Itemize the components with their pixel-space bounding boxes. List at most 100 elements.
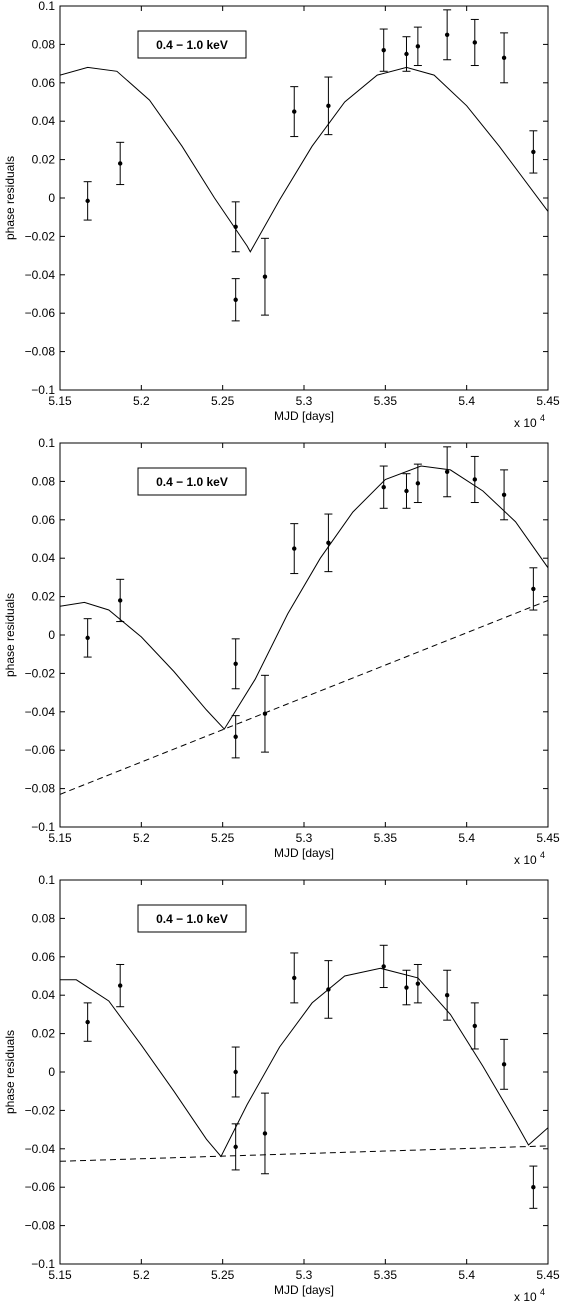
data-point bbox=[290, 952, 299, 1004]
data-marker bbox=[501, 1062, 507, 1067]
data-point bbox=[324, 76, 333, 136]
y-tick-label: 0.02 bbox=[32, 590, 56, 604]
x-tick-label: 5.25 bbox=[211, 1268, 235, 1282]
x-axis-label: MJD [days] bbox=[274, 1283, 334, 1297]
data-point bbox=[529, 567, 538, 611]
data-marker bbox=[233, 224, 238, 229]
y-axis-label: phase residuals bbox=[3, 593, 17, 677]
data-point bbox=[402, 36, 411, 72]
y-tick-label: 0.06 bbox=[32, 513, 56, 527]
data-point bbox=[402, 473, 411, 509]
data-point bbox=[231, 1123, 240, 1171]
y-tick-label: −0.06 bbox=[25, 743, 56, 757]
data-marker bbox=[381, 484, 386, 490]
x-tick-label: 5.25 bbox=[211, 831, 235, 845]
data-marker bbox=[415, 481, 421, 486]
data-marker bbox=[444, 993, 450, 998]
x-tick-label: 5.25 bbox=[211, 394, 235, 408]
data-marker bbox=[381, 964, 386, 969]
data-point bbox=[413, 963, 422, 1004]
y-tick-label: −0.1 bbox=[31, 383, 55, 397]
legend-box bbox=[137, 467, 247, 496]
data-marker bbox=[233, 734, 238, 739]
data-marker bbox=[404, 51, 409, 57]
data-marker bbox=[262, 1131, 268, 1136]
x-tick-label: 5.15 bbox=[48, 831, 72, 845]
x-axis-label: MJD [days] bbox=[274, 846, 334, 860]
y-tick-label: −0.08 bbox=[25, 782, 56, 796]
data-point bbox=[470, 18, 479, 67]
data-point bbox=[413, 26, 422, 67]
data-marker bbox=[262, 274, 268, 279]
x-tick-label: 5.2 bbox=[133, 1268, 150, 1282]
chart-panel-2: 5.15 5.2 5.25 5.3 5.35 5.4 5.45 −0.1 −0.08 −0.06 −… bbox=[3, 437, 560, 867]
y-tick-label: 0 bbox=[48, 1065, 55, 1079]
data-marker bbox=[326, 540, 331, 546]
y-tick-label: 0.08 bbox=[32, 911, 56, 925]
y-tick-label: −0.04 bbox=[25, 705, 56, 719]
data-point bbox=[231, 715, 240, 759]
y-tick-label: 0.04 bbox=[32, 551, 56, 565]
y-tick-label: 0 bbox=[48, 191, 55, 205]
x-tick-label: 5.4 bbox=[458, 394, 475, 408]
data-marker bbox=[326, 987, 331, 992]
data-point bbox=[500, 1038, 509, 1090]
data-point bbox=[529, 1165, 538, 1209]
y-tick-label: 0.1 bbox=[38, 0, 55, 13]
y-tick-label: 0.02 bbox=[32, 153, 56, 167]
y-tick-label: −0.02 bbox=[25, 1103, 56, 1117]
y-tick-label: −0.1 bbox=[31, 820, 55, 834]
x-axis-multiplier: x 10 bbox=[514, 853, 537, 867]
y-tick-label: 0.08 bbox=[32, 474, 56, 488]
data-point bbox=[379, 465, 388, 509]
x-axis-multiplier: x 10 bbox=[514, 416, 537, 430]
data-marker bbox=[415, 44, 421, 49]
y-tick-label: −0.08 bbox=[25, 345, 56, 359]
data-marker bbox=[292, 975, 297, 981]
data-marker bbox=[85, 635, 90, 641]
data-marker bbox=[531, 149, 536, 155]
x-axis-multiplier-exponent: 4 bbox=[540, 1287, 545, 1297]
y-tick-label: 0.06 bbox=[32, 76, 56, 90]
y-tick-label: −0.04 bbox=[25, 1142, 56, 1156]
data-point bbox=[83, 181, 92, 221]
data-marker bbox=[404, 488, 409, 494]
data-point bbox=[500, 32, 509, 84]
data-marker bbox=[404, 985, 409, 990]
data-marker bbox=[381, 47, 386, 53]
x-tick-label: 5.3 bbox=[296, 394, 313, 408]
data-marker bbox=[233, 1069, 238, 1075]
data-point bbox=[402, 969, 411, 1006]
data-point bbox=[443, 969, 452, 1021]
x-tick-label: 5.4 bbox=[458, 1268, 475, 1282]
x-tick-label: 5.35 bbox=[374, 831, 398, 845]
x-tick-label: 5.15 bbox=[48, 394, 72, 408]
data-point bbox=[231, 278, 240, 322]
x-axis-multiplier: x 10 bbox=[514, 1290, 537, 1304]
y-tick-label: 0.02 bbox=[32, 1027, 56, 1041]
x-tick-label: 5.2 bbox=[133, 831, 150, 845]
x-tick-label: 5.35 bbox=[374, 394, 398, 408]
y-tick-label: −0.02 bbox=[25, 666, 56, 680]
data-marker bbox=[233, 661, 238, 666]
legend-box bbox=[137, 904, 247, 933]
y-tick-label: −0.04 bbox=[25, 268, 56, 282]
model-curve bbox=[60, 66, 548, 253]
chart-panel-1: 5.15 5.2 5.25 5.3 5.35 5.4 5.45 −0.1 −0.08 −0.06 −… bbox=[3, 0, 560, 430]
data-point bbox=[500, 469, 509, 521]
x-tick-label: 5.15 bbox=[48, 1268, 72, 1282]
model-curve bbox=[60, 465, 548, 730]
y-tick-label: 0.08 bbox=[32, 37, 56, 51]
data-point bbox=[231, 1046, 240, 1098]
model-curve bbox=[60, 967, 548, 1158]
y-tick-label: 0.1 bbox=[38, 874, 55, 887]
x-tick-label: 5.3 bbox=[296, 1268, 313, 1282]
data-marker bbox=[292, 546, 297, 551]
data-point bbox=[83, 1002, 92, 1042]
data-point bbox=[116, 963, 125, 1008]
data-point bbox=[470, 455, 479, 504]
data-marker bbox=[262, 711, 268, 716]
y-tick-label: −0.06 bbox=[25, 306, 56, 320]
data-point bbox=[260, 237, 269, 316]
